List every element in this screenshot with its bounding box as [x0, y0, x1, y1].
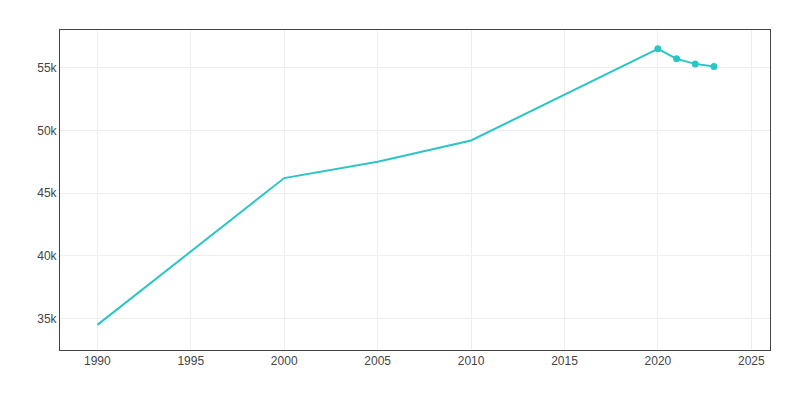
svg-text:2005: 2005: [364, 354, 391, 368]
svg-text:1995: 1995: [177, 354, 204, 368]
svg-text:2010: 2010: [458, 354, 485, 368]
svg-text:1990: 1990: [84, 354, 111, 368]
svg-text:45k: 45k: [37, 186, 57, 200]
svg-text:40k: 40k: [37, 249, 57, 263]
svg-text:2015: 2015: [551, 354, 578, 368]
svg-text:35k: 35k: [37, 312, 57, 326]
svg-text:50k: 50k: [37, 124, 57, 138]
svg-text:2025: 2025: [738, 354, 765, 368]
svg-text:2000: 2000: [271, 354, 298, 368]
svg-text:55k: 55k: [37, 61, 57, 75]
svg-text:2020: 2020: [645, 354, 672, 368]
